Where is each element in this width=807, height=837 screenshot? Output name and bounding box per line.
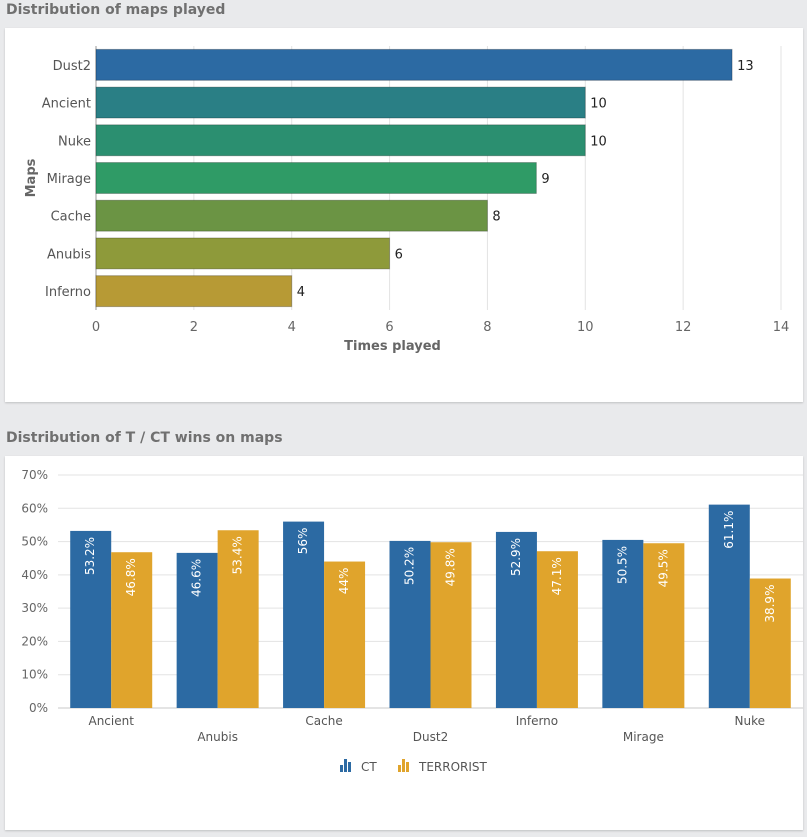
bar-ct-mirage[interactable] (602, 539, 644, 708)
y-tick-label: 60% (21, 501, 48, 515)
x-tick-label: 4 (288, 320, 296, 335)
section-title-maps-played: Distribution of maps played (6, 2, 226, 18)
bar-ct-ancient[interactable] (70, 530, 112, 708)
legend-bar-chart-icon (340, 759, 351, 772)
legend-label: CT (361, 760, 377, 774)
data-label: 50.5% (615, 546, 629, 584)
bar-inferno[interactable] (95, 275, 293, 308)
x-tick-label: 8 (483, 320, 491, 335)
x-tick-label: Cache (305, 714, 342, 728)
data-label: 46.6% (190, 559, 204, 597)
bar-ancient[interactable] (95, 86, 586, 119)
data-label: 53.2% (83, 537, 97, 575)
data-label: 44% (337, 568, 351, 595)
icon-bar (348, 762, 351, 772)
y-tick-label: 50% (21, 535, 48, 549)
x-tick-label: Nuke (735, 714, 766, 728)
data-label: 13 (737, 59, 754, 74)
legend-bar-chart-icon (398, 759, 409, 772)
y-tick-label: 10% (21, 668, 48, 682)
legend-label: TERRORIST (418, 760, 488, 774)
y-tick-label: Inferno (45, 285, 91, 300)
bar-terrorist-dust2[interactable] (430, 542, 472, 708)
x-tick-label: 10 (577, 320, 594, 335)
wins-chart: 0% 10% 20% 30% 40% 50% 60% 70% 53.2% 46.8% Ancient… (21, 468, 803, 774)
y-tick-label: 70% (21, 468, 48, 482)
y-tick-label: 40% (21, 568, 48, 582)
data-label: 9 (541, 172, 549, 187)
x-axis-label: Times played (344, 339, 441, 354)
icon-bar (406, 762, 409, 772)
bar-terrorist-inferno[interactable] (536, 551, 578, 708)
wins-card: 0% 10% 20% 30% 40% 50% 60% 70% 53.2% 46.8% Ancient… (5, 456, 803, 830)
data-label: 38.9% (763, 585, 777, 623)
data-label: 50.2% (403, 547, 417, 585)
data-label: 49.5% (656, 549, 670, 587)
y-tick-label: Mirage (47, 172, 91, 187)
y-tick-label: 30% (21, 601, 48, 615)
bar-ct-anubis[interactable] (176, 552, 218, 708)
data-label: 10 (590, 97, 607, 112)
bar-nuke[interactable] (95, 124, 586, 157)
x-tick-label: 12 (675, 320, 692, 335)
x-tick-label: 14 (773, 320, 790, 335)
y-tick-label: Dust2 (53, 59, 91, 74)
x-tick-label: 2 (190, 320, 198, 335)
legend: CT TERRORIST (340, 759, 488, 774)
maps-played-chart: 0 2 4 6 8 10 12 14 Dust2 13 Ancient 10 Nuke 10 Mirage 9… (24, 46, 790, 354)
bar-dust2[interactable] (95, 48, 733, 81)
x-tick-label: 6 (385, 320, 393, 335)
x-tick-label: Ancient (88, 714, 134, 728)
bar-terrorist-cache[interactable] (324, 561, 366, 708)
icon-bar (402, 759, 405, 772)
data-label: 6 (395, 247, 403, 262)
data-label: 53.4% (231, 536, 245, 574)
data-label: 8 (492, 210, 500, 225)
y-tick-label: Ancient (42, 97, 91, 112)
icon-bar (398, 765, 401, 772)
bar-terrorist-mirage[interactable] (643, 543, 685, 708)
y-tick-label: 0% (29, 701, 48, 715)
data-label: 52.9% (509, 538, 523, 576)
icon-bar (340, 765, 343, 772)
y-tick-label: Cache (51, 210, 91, 225)
x-tick-label: 0 (92, 320, 100, 335)
bar-terrorist-nuke[interactable] (749, 578, 791, 708)
data-label: 4 (297, 285, 305, 300)
y-tick-label: 20% (21, 634, 48, 648)
y-axis-label: Maps (24, 158, 39, 197)
data-label: 10 (590, 134, 607, 149)
bar-ct-cache[interactable] (283, 521, 325, 708)
x-tick-label: Dust2 (413, 730, 448, 744)
y-tick-label: Anubis (47, 247, 91, 262)
bar-anubis[interactable] (95, 237, 391, 270)
data-label: 49.8% (444, 548, 458, 586)
x-tick-label: Mirage (623, 730, 664, 744)
bar-ct-dust2[interactable] (389, 540, 431, 708)
data-label: 56% (296, 528, 310, 555)
bar-mirage[interactable] (95, 162, 537, 194)
x-tick-label: Anubis (197, 730, 238, 744)
icon-bar (344, 759, 347, 772)
bar-terrorist-ancient[interactable] (111, 552, 153, 708)
bar-ct-nuke[interactable] (708, 504, 750, 708)
data-label: 46.8% (124, 558, 138, 596)
section-title-wins: Distribution of T / CT wins on maps (6, 430, 283, 446)
bar-cache[interactable] (95, 199, 488, 232)
y-tick-label: Nuke (58, 134, 91, 149)
data-label: 61.1% (722, 511, 736, 549)
maps-played-card: 0 2 4 6 8 10 12 14 Dust2 13 Ancient 10 Nuke 10 Mirage 9… (5, 28, 803, 402)
bar-ct-inferno[interactable] (495, 531, 537, 708)
x-tick-label: Inferno (516, 714, 558, 728)
bar-terrorist-anubis[interactable] (217, 530, 259, 708)
data-label: 47.1% (550, 557, 564, 595)
